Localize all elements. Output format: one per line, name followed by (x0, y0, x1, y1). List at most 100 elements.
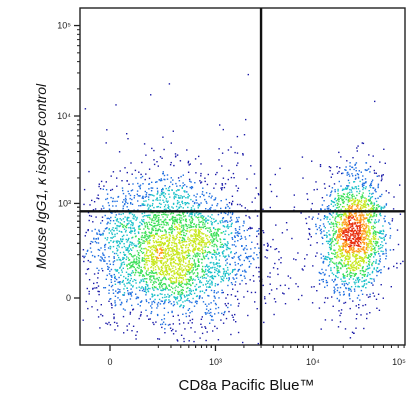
event-point (355, 224, 358, 226)
event-point (268, 293, 271, 295)
event-point (218, 274, 220, 277)
event-point (143, 200, 145, 202)
event-point (139, 187, 141, 190)
event-point (282, 292, 284, 294)
event-point (342, 193, 345, 195)
event-point (158, 202, 161, 205)
event-point (126, 329, 129, 331)
event-point (158, 338, 161, 340)
event-point (182, 244, 184, 246)
event-point (98, 269, 100, 272)
event-point (163, 255, 165, 257)
event-point (217, 253, 219, 255)
event-point (373, 256, 375, 258)
event-point (164, 270, 167, 272)
event-point (128, 273, 130, 276)
event-point (155, 272, 158, 274)
event-point (269, 272, 271, 274)
event-point (377, 263, 380, 265)
event-point (139, 245, 141, 247)
event-point (156, 181, 158, 183)
event-point (197, 264, 200, 266)
event-point (226, 248, 228, 251)
event-point (206, 219, 209, 221)
event-point (174, 238, 176, 240)
event-point (227, 149, 230, 151)
event-point (170, 256, 173, 258)
event-point (131, 241, 133, 244)
event-point (189, 229, 191, 231)
event-point (362, 219, 365, 221)
event-point (122, 201, 124, 203)
event-point (116, 270, 118, 272)
event-point (214, 254, 216, 256)
event-point (196, 252, 198, 255)
event-point (152, 281, 155, 283)
event-point (187, 202, 189, 204)
event-point (263, 321, 265, 324)
event-point (353, 266, 355, 268)
event-point (143, 260, 146, 262)
event-point (127, 275, 130, 278)
event-point (194, 201, 196, 204)
event-point (114, 276, 116, 279)
event-point (269, 283, 271, 285)
event-point (334, 198, 336, 200)
event-point (238, 302, 240, 305)
event-point (150, 266, 153, 268)
event-point (171, 232, 173, 235)
event-point (331, 223, 333, 225)
event-point (359, 219, 362, 221)
event-point (183, 229, 185, 231)
event-point (201, 290, 204, 292)
event-point (162, 237, 164, 239)
event-point (149, 214, 151, 216)
event-point (165, 286, 167, 289)
event-point (321, 236, 323, 239)
event-point (83, 260, 85, 263)
event-point (94, 240, 97, 243)
event-point (228, 226, 230, 228)
event-point (144, 254, 146, 256)
event-point (123, 245, 126, 248)
event-point (373, 169, 375, 172)
event-point (147, 236, 149, 238)
event-point (203, 233, 205, 235)
event-point (223, 238, 225, 240)
event-point (362, 214, 364, 217)
event-point (116, 224, 118, 227)
event-point (372, 208, 375, 211)
event-point (176, 221, 178, 223)
event-point (84, 235, 86, 237)
event-point (98, 230, 101, 233)
event-point (104, 214, 106, 217)
event-point (366, 231, 369, 233)
event-point (217, 235, 220, 237)
event-point (173, 241, 175, 243)
event-point (348, 208, 350, 211)
event-point (204, 312, 206, 314)
event-point (181, 270, 183, 272)
event-point (181, 253, 183, 255)
event-point (151, 271, 154, 274)
event-point (371, 262, 374, 264)
event-point (167, 206, 169, 209)
event-point (181, 282, 184, 285)
event-point (131, 264, 134, 266)
event-point (185, 245, 187, 247)
event-point (106, 223, 108, 225)
event-point (169, 295, 171, 297)
event-point (103, 260, 105, 262)
event-point (361, 232, 364, 234)
event-point (246, 178, 248, 180)
event-point (336, 221, 339, 223)
event-point (374, 252, 376, 254)
event-point (384, 162, 386, 164)
event-point (242, 341, 244, 344)
event-point (109, 220, 112, 222)
event-point (176, 256, 178, 258)
event-point (331, 272, 333, 274)
event-point (216, 228, 218, 231)
event-point (179, 274, 181, 277)
event-point (366, 317, 368, 320)
